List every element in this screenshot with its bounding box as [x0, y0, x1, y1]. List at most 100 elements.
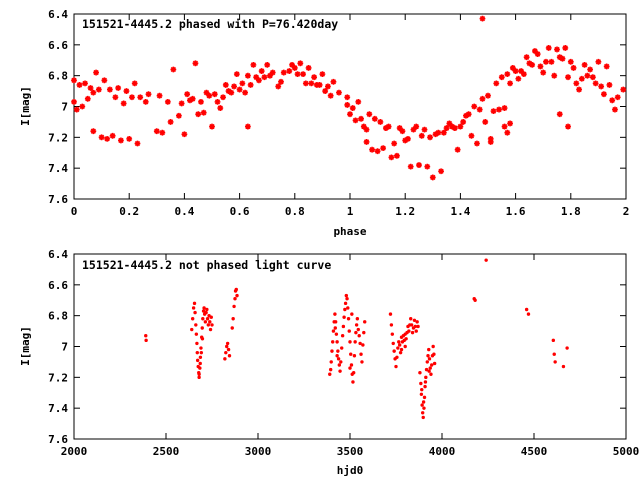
data-point: [342, 315, 346, 319]
data-point: [228, 89, 235, 96]
x-tick-label: 1: [347, 205, 354, 218]
y-tick-label: 6.4: [48, 8, 68, 21]
x-tick-label: 2000: [61, 445, 88, 458]
data-point: [291, 65, 298, 71]
data-point: [167, 119, 174, 125]
data-point: [360, 123, 367, 130]
data-point: [485, 92, 491, 99]
data-point: [422, 406, 426, 410]
y-tick-label: 6.6: [48, 279, 68, 292]
data-point: [399, 347, 404, 352]
data-point: [468, 132, 475, 139]
data-point: [427, 357, 432, 361]
data-point: [498, 74, 505, 81]
data-point: [573, 80, 580, 87]
data-point: [319, 71, 326, 78]
data-point: [347, 329, 351, 333]
data-point: [144, 338, 148, 343]
data-point: [206, 323, 211, 327]
data-point: [438, 168, 444, 175]
data-point: [333, 320, 338, 324]
data-point: [244, 72, 251, 79]
data-point: [429, 363, 434, 367]
bottom-y-ticks: 6.4 6.6 6.8 7 7.2 7.4 7.6: [48, 248, 626, 446]
data-point: [454, 146, 461, 153]
bottom-x-axis-label: hjd0: [337, 464, 364, 477]
data-point: [331, 329, 336, 333]
data-point: [331, 340, 335, 344]
y-tick-label: 7.6: [48, 193, 68, 206]
data-point: [126, 135, 133, 142]
data-point: [247, 82, 254, 88]
data-point: [396, 346, 400, 350]
data-point: [203, 320, 208, 324]
data-point: [153, 128, 160, 135]
data-point: [200, 326, 204, 330]
data-point: [548, 58, 555, 65]
data-point: [432, 131, 439, 138]
data-point: [504, 129, 511, 136]
data-point: [208, 327, 213, 332]
data-point: [71, 98, 77, 105]
data-point: [399, 128, 406, 135]
data-point: [244, 123, 251, 130]
data-point: [426, 354, 430, 358]
data-point: [520, 71, 527, 78]
data-point: [225, 341, 230, 346]
data-point: [395, 355, 399, 359]
data-point: [355, 317, 360, 321]
data-point: [340, 346, 344, 350]
data-point: [353, 340, 357, 344]
data-point: [286, 68, 293, 74]
data-point: [578, 75, 585, 82]
data-point: [410, 330, 415, 335]
data-point: [369, 146, 375, 153]
data-point: [352, 117, 359, 124]
data-point: [242, 89, 249, 96]
data-point: [175, 112, 182, 119]
data-point: [559, 55, 566, 62]
x-tick-label: 0: [71, 205, 78, 218]
data-point: [201, 317, 205, 321]
data-point: [145, 91, 152, 98]
data-point: [199, 350, 204, 355]
data-point: [198, 355, 203, 359]
x-tick-label: 1.4: [450, 205, 470, 218]
data-point: [415, 320, 419, 324]
top-y-ticks: 6.4 6.6 6.8 7 7.2 7.4 7.6: [48, 8, 626, 206]
data-point: [402, 137, 409, 144]
data-point: [551, 72, 558, 79]
data-point: [363, 320, 367, 324]
data-point: [360, 360, 364, 364]
data-point: [507, 120, 513, 127]
data-point: [399, 335, 404, 339]
data-point: [451, 125, 458, 131]
x-tick-label: 1.6: [506, 205, 526, 218]
data-point: [526, 312, 531, 316]
data-point: [192, 60, 199, 67]
data-point: [412, 318, 417, 322]
data-point: [421, 400, 426, 404]
data-point: [211, 91, 218, 98]
data-point: [490, 108, 497, 115]
data-point: [394, 152, 400, 159]
top-panel: 0 0.2 0.4 0.6 0.8 1 1.2 1.4 1.6 1.8 2 6.4 6.6 6.8 7 7.…: [19, 8, 629, 238]
data-point: [71, 77, 77, 84]
data-point: [118, 137, 124, 144]
data-point: [358, 341, 362, 346]
data-point: [431, 344, 435, 349]
data-point: [446, 120, 453, 127]
data-point: [232, 304, 236, 309]
data-point: [554, 46, 560, 53]
data-point: [344, 102, 351, 108]
data-point: [258, 68, 265, 74]
x-tick-label: 4000: [429, 445, 456, 458]
data-point: [422, 395, 427, 400]
data-point: [407, 329, 411, 333]
data-point: [515, 75, 522, 82]
data-point: [409, 323, 414, 327]
data-point: [556, 54, 563, 61]
data-point: [413, 324, 418, 329]
data-point: [269, 69, 276, 76]
y-tick-label: 7.2: [48, 371, 68, 384]
